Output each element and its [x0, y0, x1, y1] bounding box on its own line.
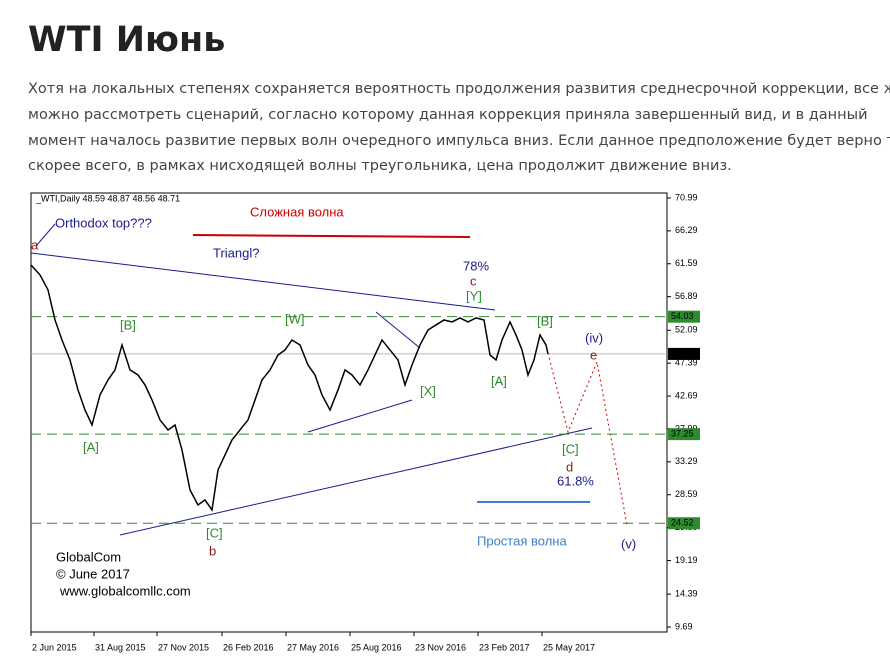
x-tick-label: 25 May 2017 — [543, 642, 595, 652]
annotation: [B] — [537, 313, 553, 328]
annotation: Сложная волна — [250, 204, 344, 219]
y-tick-label: 42.69 — [675, 390, 698, 400]
annotation: [C] — [206, 525, 223, 540]
credit: © June 2017 — [56, 566, 130, 581]
trend-lines — [30, 223, 628, 536]
annotation: [A] — [491, 373, 507, 388]
level-label: 54.03 — [671, 311, 694, 321]
annotation: Простая волна — [477, 533, 567, 548]
annotation: 61.8% — [557, 473, 594, 488]
annotation: Orthodox top??? — [55, 215, 152, 230]
y-tick-label: 52.09 — [675, 325, 698, 335]
annotation: 78% — [463, 258, 489, 273]
y-tick-label: 61.59 — [675, 258, 698, 268]
y-tick-label: 33.29 — [675, 456, 698, 466]
y-tick-label: 14.39 — [675, 589, 698, 599]
annotation: a — [31, 237, 39, 252]
level-box — [668, 517, 700, 530]
annotation: [Y] — [466, 288, 482, 303]
annotation: [X] — [420, 383, 436, 398]
y-tick-label: 9.69 — [675, 621, 693, 631]
x-tick-label: 27 May 2016 — [287, 642, 339, 652]
annotation: e — [590, 347, 597, 362]
y-tick-label: 56.89 — [675, 291, 698, 301]
x-tick-label: 31 Aug 2015 — [95, 642, 146, 652]
annotation: [W] — [285, 311, 305, 326]
y-tick-label: 47.39 — [675, 358, 698, 368]
paragraph-line: скорее всего, в рамках нисходящей волны … — [28, 158, 732, 174]
level-label: 24.52 — [671, 518, 694, 528]
chart-info: _WTI,Daily 48.59 48.87 48.56 48.71 — [35, 193, 180, 203]
x-tick-label: 23 Nov 2016 — [415, 642, 466, 652]
level-box — [668, 310, 700, 323]
x-tick-label: 27 Nov 2015 — [158, 642, 209, 652]
annotation: [A] — [83, 439, 99, 454]
annotation: (iv) — [585, 330, 603, 345]
annotation: b — [209, 543, 216, 558]
y-tick-label: 66.29 — [675, 225, 698, 235]
annotation: [B] — [120, 317, 136, 332]
credit: GlobalCom — [56, 549, 121, 564]
annotation: Triangl? — [213, 245, 259, 260]
annotation: c — [470, 273, 477, 288]
paragraph-line: Хотя на локальных степенях сохраняется в… — [28, 81, 890, 97]
y-tick-label: 28.59 — [675, 489, 698, 499]
level-label: 37.25 — [671, 429, 694, 439]
y-tick-label: 19.19 — [675, 555, 698, 565]
paragraph-line: можно рассмотреть сценарий, согласно кот… — [28, 107, 868, 123]
annotation: d — [566, 459, 573, 474]
paragraph-line: момент началось развитие первых волн оче… — [28, 133, 890, 149]
page-title: WTI Июнь — [28, 20, 225, 60]
annotation: [C] — [562, 441, 579, 456]
annotation: (v) — [621, 536, 636, 551]
level-box — [668, 428, 700, 441]
x-tick-label: 26 Feb 2016 — [223, 642, 274, 652]
x-tick-label: 25 Aug 2016 — [351, 642, 402, 652]
x-tick-label: 23 Feb 2017 — [479, 642, 530, 652]
credit: www.globalcomllc.com — [59, 583, 191, 598]
x-tick-label: 2 Jun 2015 — [32, 642, 77, 652]
y-tick-label: 70.99 — [675, 192, 698, 202]
price-line — [30, 264, 549, 512]
last-price-label: 48.71 — [671, 348, 694, 358]
last-price-box — [668, 347, 700, 360]
